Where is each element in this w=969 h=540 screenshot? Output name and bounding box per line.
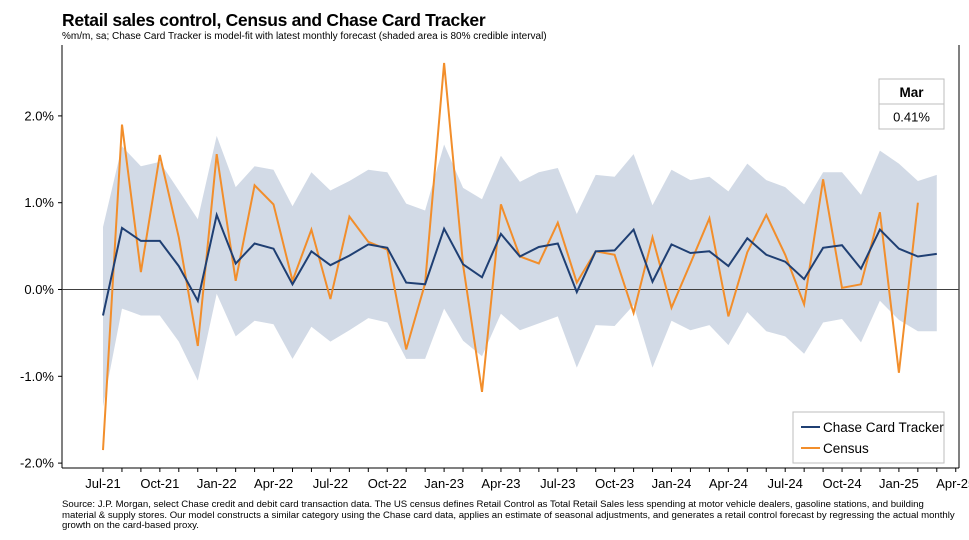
series-layer — [102, 62, 937, 451]
x-tick-label: Oct-24 — [823, 476, 862, 491]
x-tick-label: Oct-22 — [368, 476, 407, 491]
legend: Chase Card Tracker Census — [792, 411, 945, 464]
credible-interval-band-layer — [103, 135, 937, 407]
x-tick-label: Oct-21 — [140, 476, 179, 491]
x-tick-label: Jan-24 — [652, 476, 692, 491]
y-tick-label: 2.0% — [24, 108, 54, 123]
x-tick-label: Apr-24 — [709, 476, 748, 491]
source-note: Source: J.P. Morgan, select Chase credit… — [62, 499, 955, 531]
series-line-census — [102, 62, 919, 451]
x-tick-label: Jul-21 — [85, 476, 120, 491]
callout-box: Mar 0.41% — [878, 78, 945, 130]
callout-value: 0.41% — [893, 110, 930, 125]
chart-svg: 2.0% 1.0% 0.0% -1.0% -2.0% Jul-21 Oct-21 Jan-22… — [20, 45, 969, 491]
y-tick-label: 0.0% — [24, 282, 54, 297]
x-tick-label: Apr-23 — [481, 476, 520, 491]
x-tick-label: Jul-22 — [313, 476, 348, 491]
x-tick-label: Jul-24 — [767, 476, 802, 491]
x-tick-label: Jan-22 — [197, 476, 237, 491]
x-tick-label: Oct-23 — [595, 476, 634, 491]
credible-interval-band — [103, 135, 937, 407]
legend-label-census: Census — [823, 441, 869, 456]
x-tick-label: Jul-23 — [540, 476, 575, 491]
x-tick-label: Apr-25 — [936, 476, 969, 491]
x-tick-label: Jan-23 — [424, 476, 464, 491]
x-tick-label: Apr-22 — [254, 476, 293, 491]
legend-label-tracker: Chase Card Tracker — [823, 420, 944, 435]
x-tick-label: Jan-25 — [879, 476, 919, 491]
series-line-chase-card-tracker — [102, 211, 937, 316]
axes-layer: 2.0% 1.0% 0.0% -1.0% -2.0% Jul-21 Oct-21 Jan-22… — [20, 45, 969, 491]
y-tick-label: -1.0% — [20, 369, 54, 384]
chart-subtitle: %m/m, sa; Chase Card Tracker is model-fi… — [62, 31, 547, 42]
legend-frame — [792, 411, 945, 464]
y-tick-label: -2.0% — [20, 456, 54, 471]
y-tick-label: 1.0% — [24, 195, 54, 210]
callout-label: Mar — [899, 85, 924, 100]
chart-title: Retail sales control, Census and Chase C… — [62, 10, 486, 30]
